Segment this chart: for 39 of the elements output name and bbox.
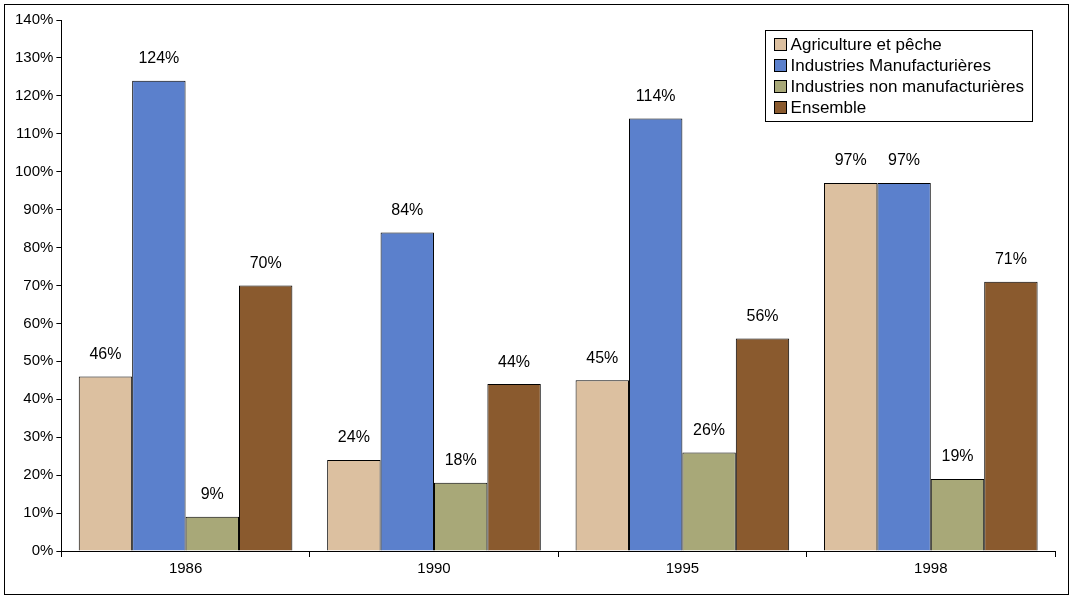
y-tick-label: 90% — [23, 199, 54, 217]
y-tick-label: 50% — [23, 351, 54, 369]
data-label: 97% — [834, 151, 867, 169]
data-label: 46% — [89, 344, 122, 362]
data-label: 124% — [138, 49, 180, 67]
data-label: 24% — [337, 428, 370, 446]
x-tick-label: 1995 — [665, 559, 700, 577]
y-tick-label: 110% — [16, 123, 54, 141]
data-label: 18% — [444, 451, 477, 469]
data-label: 70% — [249, 253, 282, 271]
data-label: 56% — [746, 307, 779, 325]
y-tick-label: 10% — [23, 503, 54, 521]
y-tick-label: 0% — [31, 541, 54, 559]
y-tick-label: 140% — [14, 10, 54, 28]
legend-label: Ensemble — [790, 97, 867, 118]
x-tick-label: 1986 — [168, 559, 203, 577]
y-tick-label: 60% — [23, 313, 54, 331]
legend-label: Agriculture et pêche — [790, 34, 942, 55]
y-tick-label: 120% — [14, 86, 54, 103]
y-tick-label: 130% — [14, 48, 54, 66]
data-label: 84% — [391, 200, 424, 218]
y-tick-label: 20% — [23, 465, 54, 483]
data-label: 71% — [994, 250, 1027, 268]
x-tick-label: 1990 — [417, 559, 451, 577]
legend-label: Industries non manufacturières — [790, 76, 1024, 97]
data-label: 114% — [635, 87, 676, 105]
data-label: 9% — [200, 485, 224, 503]
legend-label: Industries Manufacturières — [790, 55, 991, 76]
y-tick-label: 40% — [23, 389, 54, 407]
y-tick-label: 70% — [23, 275, 54, 293]
y-tick-label: 80% — [23, 237, 54, 255]
y-tick-label: 100% — [14, 161, 54, 179]
data-label: 26% — [693, 420, 726, 438]
x-tick-label: 1998 — [914, 559, 948, 577]
data-label: 97% — [888, 151, 921, 169]
data-label: 19% — [941, 447, 974, 465]
y-tick-label: 30% — [23, 427, 54, 445]
data-label: 45% — [586, 348, 619, 366]
data-label: 44% — [498, 352, 531, 370]
